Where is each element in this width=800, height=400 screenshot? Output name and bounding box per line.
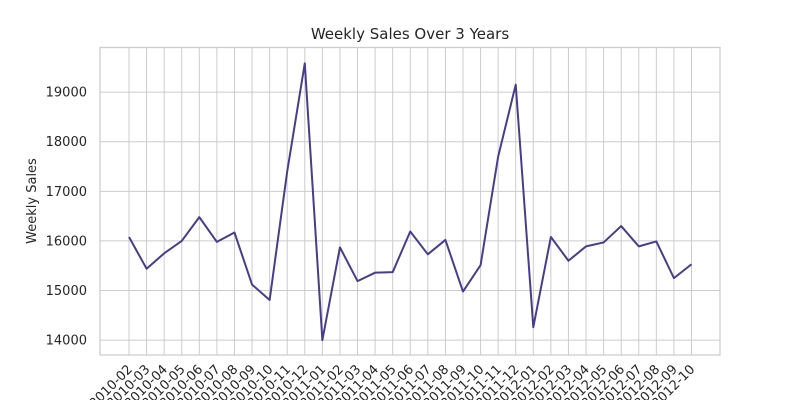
- y-tick-label: 15000: [46, 284, 87, 299]
- y-tick-label: 14000: [46, 334, 87, 349]
- series-layer: [128, 62, 693, 342]
- plot-frame: [99, 46, 721, 356]
- tick-layer: 2010-022010-032010-042010-052010-062010-…: [46, 86, 699, 400]
- y-tick-label: 17000: [46, 185, 87, 200]
- y-tick-label: 16000: [46, 234, 87, 249]
- chart-title: Weekly Sales Over 3 Years: [311, 25, 510, 43]
- y-axis-label: Weekly Sales: [25, 158, 40, 244]
- grid-layer: [100, 47, 720, 355]
- y-tick-label: 19000: [46, 86, 87, 101]
- y-tick-label: 18000: [46, 135, 87, 150]
